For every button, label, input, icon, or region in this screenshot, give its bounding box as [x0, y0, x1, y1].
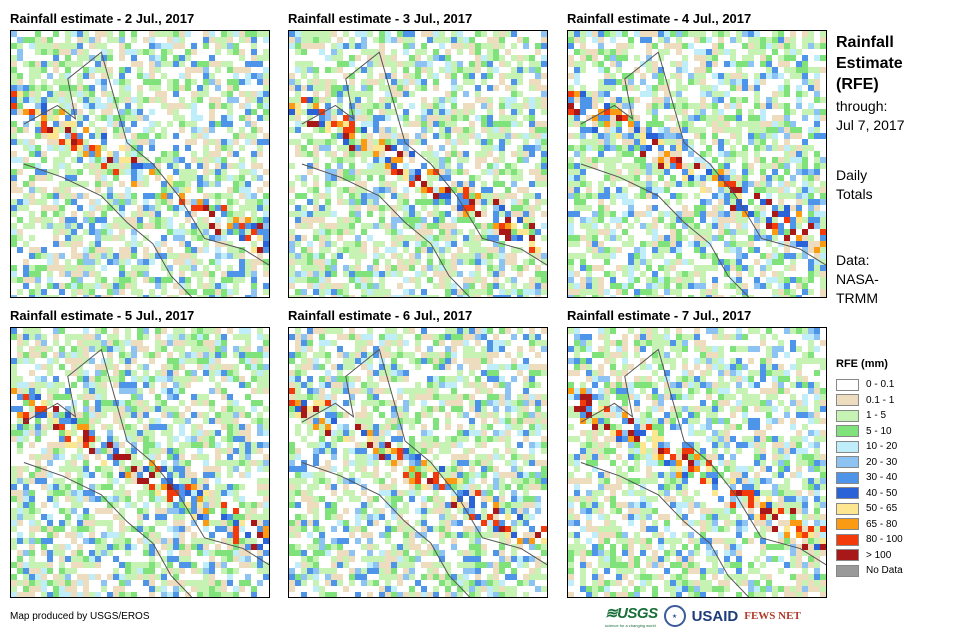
legend-item: 65 - 80 [836, 517, 903, 533]
legend-label: 30 - 40 [866, 472, 898, 484]
legend-label: 5 - 10 [866, 425, 892, 437]
through-block: through: Jul 7, 2017 [836, 97, 905, 135]
legend-title: RFE (mm) [836, 358, 888, 370]
legend-swatch [836, 564, 859, 577]
legend-swatch [836, 456, 859, 469]
legend-swatch [836, 394, 859, 407]
data-source: Data: NASA- TRMM [836, 251, 879, 308]
legend-swatch [836, 471, 859, 484]
credit-text: Map produced by USGS/EROS [10, 611, 150, 622]
data-line: Data: [836, 252, 870, 268]
daily-line: Totals [836, 186, 873, 202]
legend-item: 50 - 65 [836, 501, 903, 517]
rainfall-map [567, 30, 827, 298]
legend-item: 80 - 100 [836, 532, 903, 548]
panel-title: Rainfall estimate - 2 Jul., 2017 [10, 11, 195, 26]
usaid-logo: USAID [691, 607, 739, 625]
legend: 0 - 0.1 0.1 - 1 1 - 5 5 - 10 10 - 20 20 - 30 3… [836, 377, 903, 579]
title-line: (RFE) [836, 76, 879, 93]
legend-label: 0.1 - 1 [866, 394, 895, 406]
legend-item: 0 - 0.1 [836, 377, 903, 393]
data-line: NASA- [836, 271, 879, 287]
legend-item: > 100 [836, 548, 903, 564]
rainfall-grid [289, 31, 547, 297]
coastline [580, 51, 826, 297]
usaid-seal-icon: ★ [663, 605, 686, 627]
legend-label: 20 - 30 [866, 456, 898, 468]
usgs-tagline: science for a changing world [605, 623, 656, 628]
legend-label: 65 - 80 [866, 518, 898, 530]
legend-item: 5 - 10 [836, 424, 903, 440]
legend-swatch [836, 440, 859, 453]
rainfall-map [10, 327, 270, 598]
legend-label: 10 - 20 [866, 441, 898, 453]
rainfall-map [288, 30, 548, 298]
rainfall-grid [568, 31, 826, 297]
legend-swatch [836, 533, 859, 546]
legend-swatch [836, 502, 859, 515]
legend-label: 1 - 5 [866, 410, 887, 422]
fews-net-logo: FEWS NET [744, 610, 801, 622]
legend-item: 30 - 40 [836, 470, 903, 486]
rainfall-grid [11, 31, 269, 297]
legend-item: 10 - 20 [836, 439, 903, 455]
rainfall-grid [568, 328, 826, 597]
logo-strip: ≋USGS science for a changing world ★ USA… [605, 604, 801, 628]
legend-swatch [836, 409, 859, 422]
title-line: Estimate [836, 55, 903, 72]
legend-swatch [836, 425, 859, 438]
legend-item: 20 - 30 [836, 455, 903, 471]
through-label: through: [836, 98, 888, 114]
legend-item: 1 - 5 [836, 408, 903, 424]
coastline [580, 348, 826, 597]
legend-swatch [836, 378, 859, 391]
legend-swatch [836, 487, 859, 500]
rainfall-map [10, 30, 270, 298]
data-line: TRMM [836, 290, 878, 306]
legend-label: > 100 [866, 549, 892, 561]
panel-title: Rainfall estimate - 5 Jul., 2017 [10, 308, 195, 323]
usgs-wordmark: ≋USGS [605, 605, 658, 622]
through-date: Jul 7, 2017 [836, 117, 905, 133]
rainfall-grid [289, 328, 547, 597]
product-title: Rainfall Estimate (RFE) [836, 32, 903, 95]
panel-title: Rainfall estimate - 3 Jul., 2017 [288, 11, 473, 26]
panel-title: Rainfall estimate - 6 Jul., 2017 [288, 308, 473, 323]
daily-totals: Daily Totals [836, 166, 873, 204]
rainfall-map [567, 327, 827, 598]
panel-title: Rainfall estimate - 7 Jul., 2017 [567, 308, 752, 323]
coastline [301, 51, 547, 297]
coastline [301, 348, 547, 597]
legend-swatch [836, 549, 859, 562]
legend-label: 80 - 100 [866, 534, 903, 546]
usgs-logo: ≋USGS science for a changing world [605, 604, 658, 628]
coastline [23, 51, 269, 297]
legend-label: 50 - 65 [866, 503, 898, 515]
panel-title: Rainfall estimate - 4 Jul., 2017 [567, 11, 752, 26]
legend-label: No Data [866, 565, 903, 577]
legend-item: 40 - 50 [836, 486, 903, 502]
legend-label: 40 - 50 [866, 487, 898, 499]
daily-line: Daily [836, 167, 868, 183]
rainfall-map [288, 327, 548, 598]
legend-item: No Data [836, 563, 903, 579]
title-line: Rainfall [836, 34, 894, 51]
coastline [23, 348, 269, 597]
rainfall-grid [11, 328, 269, 597]
legend-label: 0 - 0.1 [866, 379, 895, 391]
legend-swatch [836, 518, 859, 531]
legend-item: 0.1 - 1 [836, 393, 903, 409]
